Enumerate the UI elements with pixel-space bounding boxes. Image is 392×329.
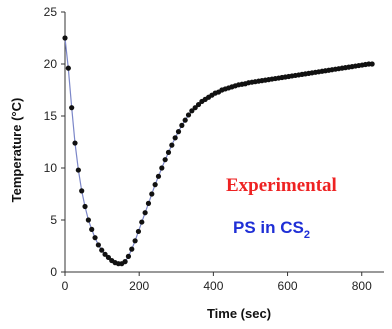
data-point [185,112,192,118]
data-point [142,210,148,216]
x-axis-label: Time (sec) [207,306,271,321]
y-tick-label: 0 [50,265,57,279]
annotation-experimental: Experimental [226,175,337,196]
data-point [69,105,75,111]
data-point [99,247,105,253]
data-point [149,191,155,197]
data-point [182,117,188,123]
y-tick-label: 20 [44,57,58,71]
data-point [82,203,88,210]
data-point [92,235,98,241]
x-tick-label: 600 [278,279,298,293]
data-point [105,254,111,261]
y-tick-label: 15 [44,109,58,123]
annotation-ps-in-cs2: PS in CS2 [233,218,310,241]
axis-ticks: 0 5 10 15 20 25 0 200 400 600 800 [44,5,372,293]
data-point [89,226,95,232]
data-point [85,217,91,223]
data-point [145,200,152,206]
data-point [62,35,68,41]
x-tick-label: 200 [129,279,149,293]
data-point [175,129,182,135]
data-point [75,167,81,173]
data-point [152,182,158,188]
data-point [169,142,175,148]
chart-axes [64,12,384,273]
annotation-ps-in-cs-text: PS in CS [233,218,304,237]
data-point [369,61,375,67]
data-point [79,188,85,194]
data-point [189,108,195,114]
data-point [192,105,198,111]
data-point [195,101,202,108]
y-tick-label: 10 [44,161,58,175]
data-point [122,259,128,265]
data-point [159,165,165,171]
data-point [65,65,71,71]
data-point [162,157,168,163]
data-point [132,238,138,244]
y-axis-label: Temperature (°C) [9,98,24,203]
y-tick-label: 25 [44,5,58,19]
x-tick-label: 800 [352,279,372,293]
data-point [95,242,101,248]
data-point [72,140,78,146]
data-point [179,122,185,128]
data-point [125,253,132,259]
data-point [139,219,145,225]
annotation-subscript: 2 [304,229,310,241]
data-point [129,246,135,252]
plot-area [62,35,375,267]
y-tick-label: 5 [50,213,57,227]
data-point [155,173,162,179]
x-tick-label: 400 [203,279,223,293]
x-tick-label: 0 [62,279,69,293]
data-point [172,135,178,141]
data-point [102,251,108,257]
data-point [135,228,142,235]
data-point [165,149,172,155]
